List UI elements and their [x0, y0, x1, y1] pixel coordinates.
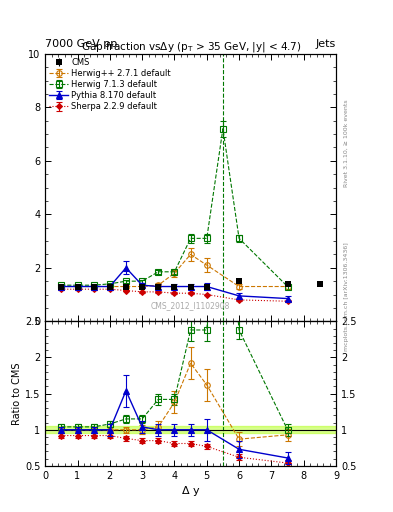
Bar: [45, 426, 336, 433]
X-axis label: $\Delta$ y: $\Delta$ y: [181, 483, 200, 498]
Legend: CMS, Herwig++ 2.7.1 default, Herwig 7.1.3 default, Pythia 8.170 default, Sherpa : CMS, Herwig++ 2.7.1 default, Herwig 7.1.…: [48, 56, 172, 113]
Y-axis label: Ratio to CMS: Ratio to CMS: [12, 362, 22, 425]
Text: 7000 GeV pp: 7000 GeV pp: [45, 38, 118, 49]
Text: Jets: Jets: [316, 38, 336, 49]
Text: CMS_2012_I1102908: CMS_2012_I1102908: [151, 302, 230, 311]
Text: Rivet 3.1.10, ≥ 100k events: Rivet 3.1.10, ≥ 100k events: [344, 99, 349, 187]
Text: mcplots.cern.ch [arXiv:1306.3436]: mcplots.cern.ch [arXiv:1306.3436]: [344, 243, 349, 351]
Title: Gap fraction vs$\Delta$y ($\rm p_T$ > 35 GeV, |y| < 4.7): Gap fraction vs$\Delta$y ($\rm p_T$ > 35…: [81, 40, 301, 54]
